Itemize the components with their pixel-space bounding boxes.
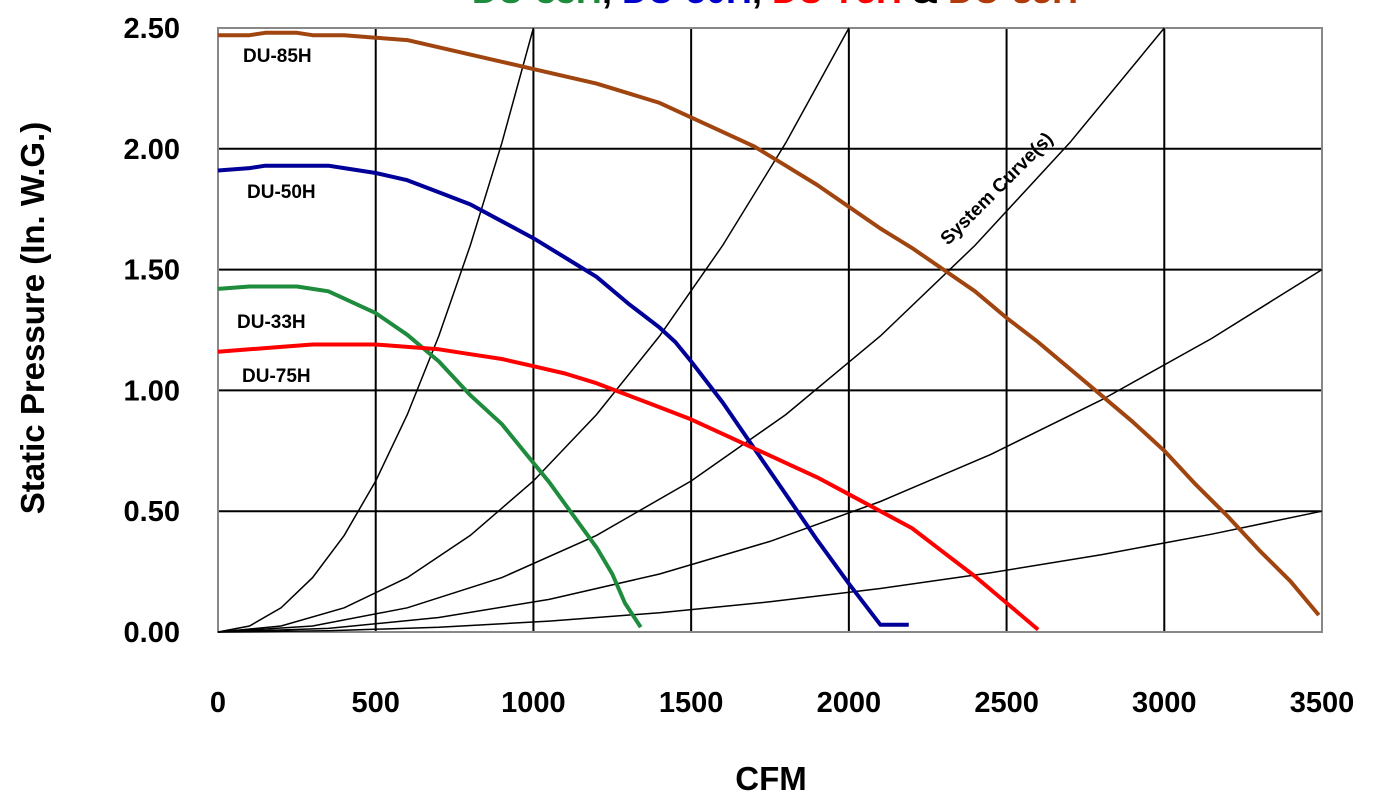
title-part: DU-33H — [472, 0, 602, 11]
grid — [217, 27, 1323, 633]
title-part: DU-50H — [622, 0, 752, 11]
plot-area — [217, 27, 1323, 633]
series-line-du-33h — [217, 284, 643, 629]
fan-curves — [217, 30, 1321, 632]
y-tick-label: 1.00 — [124, 375, 180, 407]
x-tick-label: 3000 — [1132, 687, 1197, 719]
system-curves — [217, 27, 1323, 633]
title-part: DU-75H — [772, 0, 902, 11]
title-part: & — [902, 0, 948, 11]
y-tick-label: 0.50 — [124, 496, 180, 528]
title-part: DU-85H — [948, 0, 1078, 11]
system-curve — [217, 510, 1323, 633]
x-tick-label: 2500 — [974, 687, 1039, 719]
label-du-50h: DU-50H — [247, 182, 316, 203]
x-tick-label: 500 — [352, 687, 400, 719]
x-axis-title: CFM — [735, 760, 806, 797]
label-du-33h: DU-33H — [237, 312, 306, 333]
series-line-du-75h — [217, 342, 1040, 632]
series-line-du-85h — [218, 30, 1321, 617]
y-tick-label: 2.00 — [124, 134, 180, 166]
system-curve — [217, 268, 1323, 633]
x-tick-label: 0 — [210, 687, 226, 719]
axis-ticks: 0 500 1000 1500 2000 2500 3000 3500 0.00 0.50 1.00… — [124, 13, 1355, 719]
series-line-du-50h — [217, 163, 909, 627]
annotation-system-curves: System Curve(s) — [937, 129, 1058, 250]
x-tick-label: 3500 — [1290, 687, 1355, 719]
system-curve — [217, 27, 1165, 633]
system-curve — [217, 27, 850, 633]
x-tick-label: 1500 — [659, 687, 724, 719]
label-du-85h: DU-85H — [243, 46, 312, 67]
label-du-75h: DU-75H — [242, 366, 311, 387]
y-axis-title: Static Pressure (In. W.G.) — [14, 122, 51, 514]
y-tick-label: 2.50 — [124, 13, 180, 45]
title-part: , — [602, 0, 622, 11]
x-tick-label: 1000 — [501, 687, 566, 719]
title-part: , — [752, 0, 772, 11]
chart-title: DU-33H, DU-50H, DU-75H & DU-85H — [472, 0, 1078, 11]
x-tick-label: 2000 — [817, 687, 882, 719]
y-tick-label: 0.00 — [124, 617, 180, 649]
y-tick-label: 1.50 — [124, 255, 180, 287]
